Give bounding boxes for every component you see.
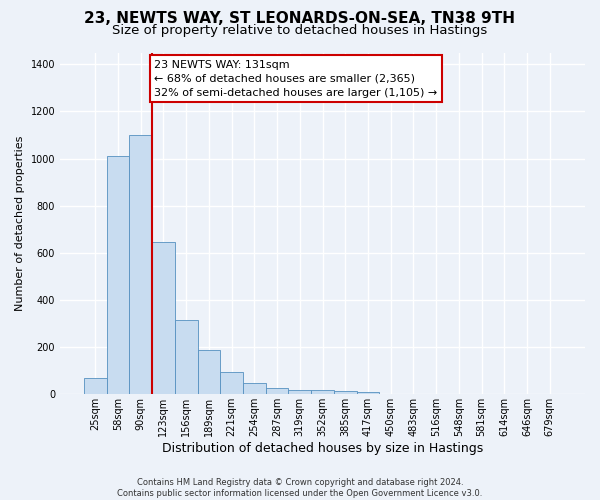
Text: Contains HM Land Registry data © Crown copyright and database right 2024.
Contai: Contains HM Land Registry data © Crown c… xyxy=(118,478,482,498)
Text: 23, NEWTS WAY, ST LEONARDS-ON-SEA, TN38 9TH: 23, NEWTS WAY, ST LEONARDS-ON-SEA, TN38 … xyxy=(85,11,515,26)
Bar xyxy=(84,378,107,394)
Y-axis label: Number of detached properties: Number of detached properties xyxy=(15,136,25,311)
Bar xyxy=(266,388,289,394)
Bar xyxy=(175,320,197,394)
Bar xyxy=(197,350,220,395)
Bar xyxy=(289,390,311,394)
X-axis label: Distribution of detached houses by size in Hastings: Distribution of detached houses by size … xyxy=(162,442,483,455)
Bar xyxy=(334,392,356,394)
Bar xyxy=(220,372,243,394)
Bar xyxy=(311,390,334,394)
Text: Size of property relative to detached houses in Hastings: Size of property relative to detached ho… xyxy=(112,24,488,37)
Bar xyxy=(243,382,266,394)
Bar xyxy=(356,392,379,394)
Text: 23 NEWTS WAY: 131sqm
← 68% of detached houses are smaller (2,365)
32% of semi-de: 23 NEWTS WAY: 131sqm ← 68% of detached h… xyxy=(154,60,437,98)
Bar xyxy=(130,135,152,394)
Bar xyxy=(152,242,175,394)
Bar xyxy=(107,156,130,394)
